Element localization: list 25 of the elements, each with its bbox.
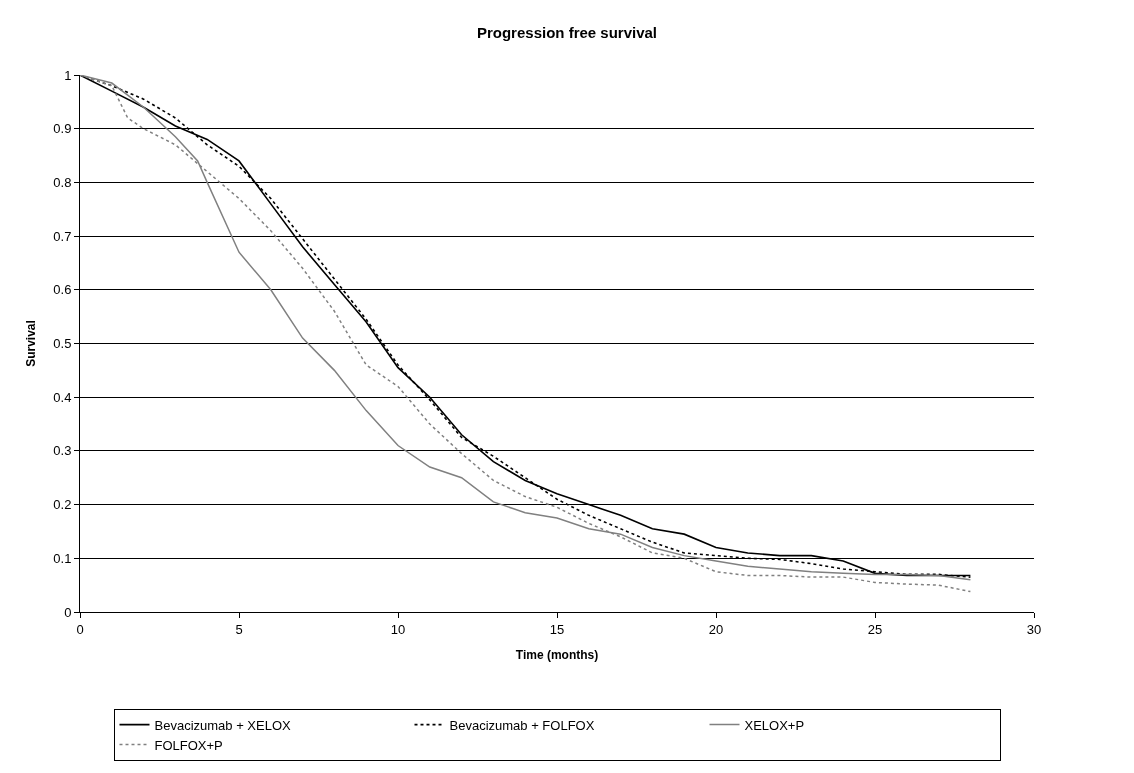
legend-label: FOLFOX+P [154,737,223,753]
legend-label: XELOX+P [744,717,805,733]
x-tick-label: 30 [1026,621,1042,637]
x-axis-title: Time (months) [515,648,599,663]
y-tick-label: 0.1 [53,550,72,566]
y-tick-label: 0.4 [53,389,72,405]
legend-label: Bevacizumab + FOLFOX [449,717,595,733]
x-tick-label: 10 [390,621,406,637]
y-tick-label: 0 [64,604,72,620]
y-tick-label: 0.6 [53,282,72,298]
chart-title: Progression free survival [476,23,658,41]
x-tick-label: 5 [235,621,243,637]
x-tick-label: 20 [708,621,724,637]
y-axis-title: Survival [23,320,38,367]
x-tick-label: 15 [549,621,565,637]
y-tick-label: 0.3 [53,443,72,459]
y-tick-label: 0.8 [53,174,72,190]
x-tick-label: 0 [76,621,84,637]
y-tick-label: 1 [64,67,72,83]
y-tick-label: 0.9 [53,121,72,137]
y-tick-label: 0.7 [53,228,72,244]
y-tick-label: 0.2 [53,497,72,513]
legend-label: Bevacizumab + XELOX [154,717,292,733]
x-tick-label: 25 [867,621,883,637]
y-tick-label: 0.5 [53,336,72,352]
